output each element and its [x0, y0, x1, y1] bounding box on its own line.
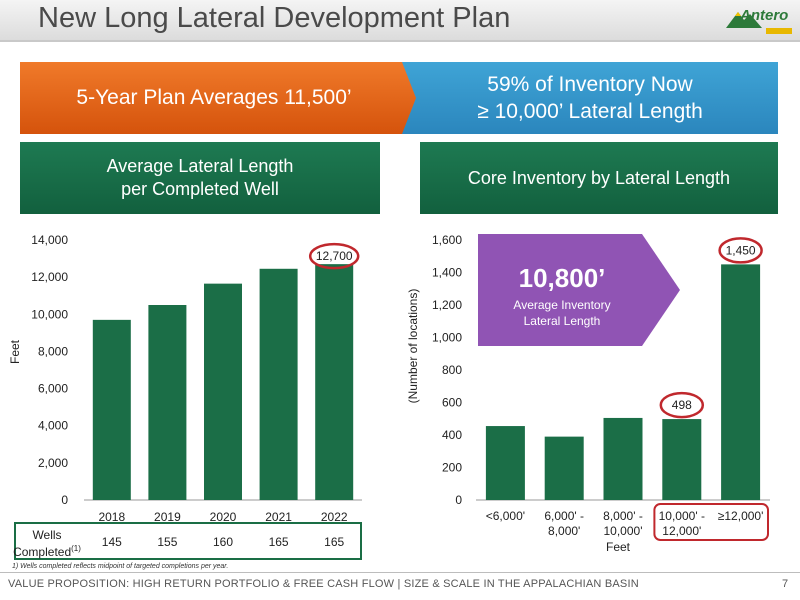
left-header-line1: Average Lateral Length [106, 156, 294, 176]
callout-line2: Lateral Length [524, 314, 601, 328]
y-axis-label: (Number of locations) [406, 289, 420, 404]
y-axis-label: Feet [8, 339, 22, 364]
footer-text: VALUE PROPOSITION: HIGH RETURN PORTFOLIO… [8, 578, 639, 590]
wells-completed-value: 165 [324, 535, 345, 549]
callout-arrow [478, 234, 680, 346]
company-logo: Antero [724, 4, 794, 38]
bar [148, 305, 187, 500]
mountain-logo-icon [726, 12, 792, 34]
x-tick-label: 12,000' [662, 524, 701, 538]
footnote: 1) Wells completed reflects midpoint of … [12, 563, 229, 570]
inventory-banner-line1: 59% of Inventory Now [487, 73, 693, 96]
x-tick-label: 8,000' [548, 524, 580, 538]
y-tick-label: 12,000 [31, 270, 68, 284]
y-tick-label: 6,000 [38, 382, 68, 396]
x-tick-label: 10,000' [604, 524, 643, 538]
x-tick-label: 2020 [210, 510, 237, 524]
x-axis-label: Feet [606, 540, 631, 554]
x-tick-label: 8,000' - [603, 509, 643, 523]
data-label: 1,450 [726, 243, 756, 257]
wells-completed-value: 160 [212, 535, 234, 549]
x-tick-label: 2018 [98, 510, 125, 524]
highlight-circle [659, 391, 705, 419]
y-tick-label: 2,000 [38, 456, 68, 470]
y-tick-label: 0 [455, 493, 462, 507]
x-tick-label: 2021 [265, 510, 292, 524]
y-tick-label: 800 [442, 363, 462, 377]
page-number: 7 [782, 578, 789, 590]
logo-text: Antero [740, 7, 789, 24]
y-tick-label: 4,000 [38, 419, 68, 433]
bar [544, 436, 584, 500]
bar [259, 268, 298, 500]
bar [603, 417, 643, 500]
bar [204, 283, 242, 500]
footer-divider [0, 572, 800, 573]
y-tick-label: 200 [442, 461, 462, 475]
highlight-circle [308, 242, 360, 270]
highlight-box [653, 503, 770, 541]
y-tick-label: 400 [442, 428, 462, 442]
title-bar: New Long Lateral Development Plan Antero [0, 0, 800, 42]
y-tick-label: 600 [442, 396, 462, 410]
page-title: New Long Lateral Development Plan [38, 2, 511, 34]
x-tick-label: 10,000' - [659, 509, 705, 523]
y-tick-label: 1,200 [432, 298, 462, 312]
y-tick-label: 8,000 [38, 344, 68, 358]
plan-average-text: 5-Year Plan Averages 11,500’ [76, 86, 352, 109]
x-tick-label: <6,000' [486, 509, 525, 523]
wells-completed-value: 145 [101, 535, 122, 549]
left-header-line2: per Completed Well [121, 179, 279, 199]
inventory-banner-line2: ≥ 10,000’ Lateral Length [477, 100, 703, 123]
y-tick-label: 14,000 [31, 233, 68, 247]
bar [485, 426, 525, 500]
data-label: 498 [672, 398, 692, 412]
plan-average-banner: 5-Year Plan Averages 11,500’ [20, 62, 418, 134]
y-tick-label: 10,000 [31, 307, 68, 321]
wells-completed-box [14, 522, 362, 560]
bar [92, 319, 131, 500]
y-tick-label: 1,600 [432, 233, 462, 247]
wells-completed-label: Wells Completed(1) [12, 528, 82, 559]
wells-label-line2: Completed [13, 545, 72, 559]
x-tick-label: 2022 [321, 510, 348, 524]
x-tick-label: 6,000' - [544, 509, 584, 523]
wells-label-line1: Wells [32, 528, 62, 542]
highlight-circle [718, 237, 763, 264]
right-header-line1: Core Inventory by Lateral Length [467, 167, 731, 188]
x-tick-label: 2019 [154, 510, 181, 524]
inventory-banner: 59% of Inventory Now ≥ 10,000’ Lateral L… [402, 62, 778, 134]
bar [721, 264, 761, 500]
bar [662, 419, 702, 500]
wells-label-footnote-ref: (1) [71, 544, 81, 553]
right-chart-header: Core Inventory by Lateral Length [420, 142, 778, 214]
y-tick-label: 1,400 [432, 266, 462, 280]
bar [315, 264, 354, 500]
y-tick-label: 1,000 [432, 331, 462, 345]
x-tick-label: ≥12,000' [718, 509, 764, 523]
data-label: 12,700 [316, 249, 353, 263]
y-tick-label: 0 [61, 493, 68, 507]
wells-completed-value: 165 [268, 535, 289, 549]
left-chart-header: Average Lateral Length per Completed Wel… [20, 142, 380, 214]
callout-line1: Average Inventory [513, 298, 610, 312]
callout-value: 10,800’ [519, 263, 606, 293]
wells-completed-value: 155 [157, 535, 178, 549]
